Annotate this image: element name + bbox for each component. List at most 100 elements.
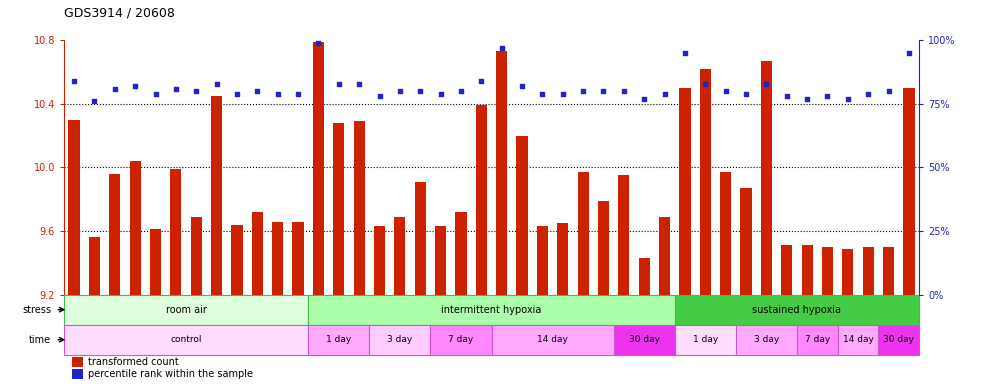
Bar — [598, 201, 609, 295]
Bar — [252, 212, 262, 295]
Bar — [883, 247, 895, 295]
Bar — [674, 325, 736, 355]
Text: transformed count: transformed count — [87, 357, 179, 367]
Point — [493, 45, 509, 51]
Point — [839, 96, 855, 102]
Bar — [618, 175, 629, 295]
Text: 30 day: 30 day — [629, 335, 660, 344]
Bar — [415, 182, 426, 295]
Text: 14 day: 14 day — [537, 335, 568, 344]
Point — [535, 91, 550, 97]
Point — [554, 91, 570, 97]
Point — [514, 83, 530, 89]
Bar — [879, 325, 919, 355]
Bar — [863, 247, 874, 295]
Bar — [309, 325, 370, 355]
Bar — [674, 295, 919, 325]
Bar — [272, 222, 283, 295]
Bar — [69, 120, 80, 295]
Point — [372, 93, 387, 99]
Bar — [838, 325, 879, 355]
Point — [657, 91, 672, 97]
Bar — [842, 248, 853, 295]
Point — [718, 88, 733, 94]
Text: room air: room air — [165, 305, 206, 314]
Point — [147, 91, 163, 97]
Point — [311, 40, 326, 46]
Text: 1 day: 1 day — [326, 335, 351, 344]
Bar — [431, 325, 492, 355]
Bar — [73, 369, 83, 379]
Point — [677, 50, 693, 56]
Point — [229, 91, 245, 97]
Bar — [394, 217, 405, 295]
Point — [413, 88, 429, 94]
Text: 14 day: 14 day — [842, 335, 874, 344]
Point — [901, 50, 917, 56]
Bar — [170, 169, 182, 295]
Point — [698, 81, 714, 87]
Bar — [130, 161, 141, 295]
Text: 7 day: 7 day — [448, 335, 474, 344]
Text: stress: stress — [22, 305, 51, 314]
Text: intermittent hypoxia: intermittent hypoxia — [441, 305, 542, 314]
Bar — [822, 247, 833, 295]
Bar — [781, 245, 792, 295]
Point — [331, 81, 347, 87]
Bar — [496, 51, 507, 295]
Point — [66, 78, 82, 84]
Point — [87, 98, 102, 104]
Point — [738, 91, 754, 97]
Bar — [537, 226, 548, 295]
Bar — [150, 230, 161, 295]
Point — [779, 93, 794, 99]
Point — [127, 83, 144, 89]
Text: sustained hypoxia: sustained hypoxia — [752, 305, 841, 314]
Point — [860, 91, 876, 97]
Bar — [639, 258, 650, 295]
Bar — [88, 237, 100, 295]
Point — [433, 91, 448, 97]
Text: percentile rank within the sample: percentile rank within the sample — [87, 369, 253, 379]
Bar — [64, 325, 309, 355]
Bar — [374, 226, 385, 295]
Bar — [293, 222, 304, 295]
Text: 3 day: 3 day — [387, 335, 413, 344]
Point — [636, 96, 652, 102]
Bar — [333, 123, 344, 295]
Bar — [797, 325, 838, 355]
Bar — [700, 69, 711, 295]
Bar — [211, 96, 222, 295]
Bar — [613, 325, 674, 355]
Point — [392, 88, 408, 94]
Bar — [736, 325, 797, 355]
Point — [799, 96, 815, 102]
Bar — [313, 42, 324, 295]
Point — [208, 81, 224, 87]
Point — [351, 81, 367, 87]
Point — [474, 78, 490, 84]
Bar — [370, 325, 431, 355]
Point — [250, 88, 265, 94]
Point — [189, 88, 204, 94]
Point — [596, 88, 611, 94]
Point — [269, 91, 285, 97]
Bar — [455, 212, 467, 295]
Text: control: control — [170, 335, 202, 344]
Text: time: time — [29, 335, 51, 345]
Bar — [740, 188, 752, 295]
Bar — [476, 106, 487, 295]
Bar — [73, 357, 83, 367]
Bar — [557, 223, 568, 295]
Point — [820, 93, 836, 99]
Bar — [578, 172, 589, 295]
Point — [616, 88, 632, 94]
Point — [290, 91, 306, 97]
Text: 1 day: 1 day — [693, 335, 718, 344]
Point — [453, 88, 469, 94]
Bar — [109, 174, 120, 295]
Text: 3 day: 3 day — [754, 335, 779, 344]
Bar — [492, 325, 613, 355]
Text: GDS3914 / 20608: GDS3914 / 20608 — [64, 7, 175, 20]
Point — [168, 86, 184, 92]
